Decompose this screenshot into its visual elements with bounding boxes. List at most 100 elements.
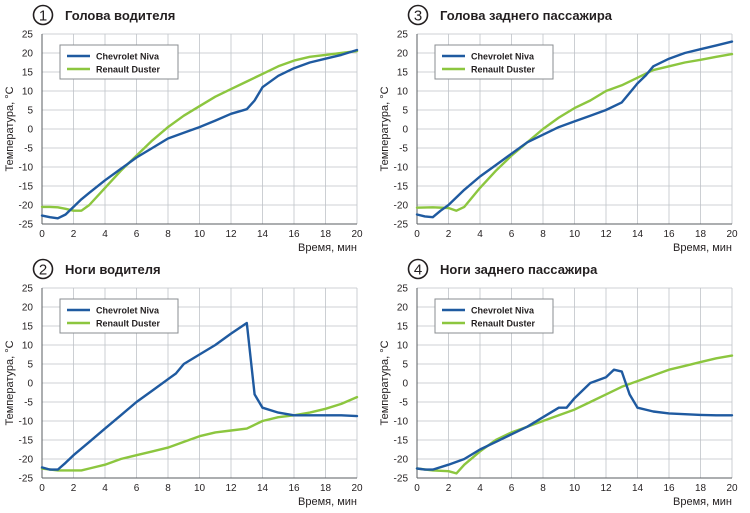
x-tick-label: 6: [509, 483, 515, 494]
x-axis-label: Время, мин: [298, 242, 357, 254]
y-tick-label: -15: [394, 182, 409, 193]
x-tick-label: 20: [351, 229, 363, 240]
legend-label: Renault Duster: [96, 319, 161, 329]
chart-svg-1: 1 Голова водителя2520151050-5-10-15-20-25…: [4, 4, 363, 254]
x-tick-label: 4: [102, 483, 108, 494]
x-axis-label: Время, мин: [673, 496, 732, 508]
x-tick-label: 6: [134, 229, 140, 240]
y-tick-label: -25: [394, 474, 409, 485]
title-number: 1: [39, 8, 47, 25]
chart-title: Голова заднего пассажира: [440, 8, 613, 23]
series-line-renault-duster: [40, 49, 359, 212]
y-tick-label: -5: [24, 144, 33, 155]
y-tick-label: 25: [22, 30, 34, 41]
x-tick-label: 20: [351, 483, 363, 494]
x-tick-label: 4: [477, 483, 483, 494]
legend-box: [59, 298, 179, 334]
x-tick-label: 12: [600, 483, 612, 494]
x-tick-label: 2: [446, 229, 452, 240]
legend-label: Renault Duster: [471, 319, 536, 329]
y-tick-label: -10: [394, 163, 409, 174]
series-line-chevrolet-niva: [40, 48, 359, 220]
x-tick-label: 12: [600, 229, 612, 240]
y-tick-label: 25: [397, 30, 409, 41]
y-tick-label: -20: [19, 455, 34, 466]
y-tick-label: 20: [22, 49, 34, 60]
y-tick-label: -5: [399, 144, 408, 155]
series-line-chevrolet-niva: [415, 368, 734, 471]
series-line-chevrolet-niva: [40, 321, 359, 471]
legend-box: [434, 44, 554, 80]
title-number: 2: [39, 262, 47, 279]
x-tick-label: 14: [632, 483, 644, 494]
x-tick-label: 2: [446, 483, 452, 494]
title-number-circle: [407, 4, 429, 26]
x-tick-label: 18: [695, 483, 707, 494]
x-tick-label: 10: [569, 483, 581, 494]
chart-svg-4: 4 Ноги заднего пассажира2520151050-5-10-1…: [379, 258, 738, 508]
x-axis-label: Время, мин: [673, 242, 732, 254]
chart-panel-4: 4 Ноги заднего пассажира 25 20 15 10 5 0 -5 -10 -1…: [375, 254, 750, 508]
y-tick-label: 5: [402, 360, 408, 371]
legend-label: Renault Duster: [471, 65, 536, 75]
y-tick-label: 0: [402, 125, 408, 136]
y-tick-label: 10: [22, 341, 34, 352]
x-tick-label: 2: [71, 483, 77, 494]
x-tick-label: 14: [632, 229, 644, 240]
chart-title: Ноги заднего пассажира: [440, 262, 598, 277]
x-tick-label: 10: [194, 229, 206, 240]
x-tick-label: 14: [257, 483, 269, 494]
y-tick-label: -25: [394, 220, 409, 231]
y-tick-label: -20: [394, 455, 409, 466]
x-tick-label: 16: [288, 229, 300, 240]
series-line-chevrolet-niva: [415, 40, 734, 219]
x-tick-label: 16: [663, 229, 675, 240]
y-tick-label: 20: [22, 303, 34, 314]
x-tick-label: 0: [414, 483, 420, 494]
y-tick-label: 0: [402, 379, 408, 390]
y-tick-label: -25: [19, 220, 34, 231]
title-number: 4: [414, 262, 422, 279]
x-tick-label: 0: [39, 229, 45, 240]
x-tick-label: 18: [320, 483, 332, 494]
x-tick-label: 20: [726, 483, 738, 494]
y-tick-label: 15: [22, 322, 34, 333]
y-tick-label: 5: [27, 360, 33, 371]
title-number-circle: [407, 258, 429, 280]
y-axis-label: Температура, °C: [379, 340, 391, 425]
y-tick-label: -5: [399, 398, 408, 409]
x-tick-label: 6: [509, 229, 515, 240]
x-tick-label: 10: [569, 229, 581, 240]
chart-title: Ноги водителя: [65, 262, 161, 277]
chart-svg-2: 2 Ноги водителя 25 20 15 10 5 0 -5 -10 -15 -20 -25 0 2…: [4, 258, 363, 508]
title-number: 3: [414, 8, 422, 25]
x-tick-label: 12: [225, 483, 237, 494]
y-tick-label: 10: [22, 87, 34, 98]
x-tick-label: 8: [540, 483, 546, 494]
x-tick-label: 16: [288, 483, 300, 494]
x-axis-label: Время, мин: [298, 496, 357, 508]
y-tick-label: 20: [397, 303, 409, 314]
x-tick-label: 6: [134, 483, 140, 494]
x-tick-label: 8: [540, 229, 546, 240]
x-tick-label: 18: [695, 229, 707, 240]
y-tick-label: 0: [27, 379, 33, 390]
chart-panel-1: 1 Голова водителя 25 20 15 10 5 0 -5 -10 -15 -20 -25…: [0, 0, 375, 254]
y-axis-label: Температура, °C: [379, 86, 391, 171]
y-tick-label: 25: [22, 284, 34, 295]
x-tick-label: 12: [225, 229, 237, 240]
x-tick-label: 8: [165, 483, 171, 494]
y-tick-label: -10: [394, 417, 409, 428]
y-tick-label: -15: [19, 436, 34, 447]
legend-label: Chevrolet Niva: [96, 52, 160, 62]
legend-label: Chevrolet Niva: [471, 306, 535, 316]
y-tick-label: -20: [19, 201, 34, 212]
x-tick-label: 18: [320, 229, 332, 240]
x-tick-label: 4: [102, 229, 108, 240]
title-number-circle: [32, 4, 54, 26]
x-tick-label: 20: [726, 229, 738, 240]
chart-svg-3: 3 Голова заднего пассажира2520151050-5-10…: [379, 4, 738, 254]
chart-title: Голова водителя: [65, 8, 175, 23]
chart-panel-2: 2 Ноги водителя 25 20 15 10 5 0 -5 -10 -15 -20 -25 0 2…: [0, 254, 375, 508]
y-axis-label: Температура, °C: [4, 340, 16, 425]
